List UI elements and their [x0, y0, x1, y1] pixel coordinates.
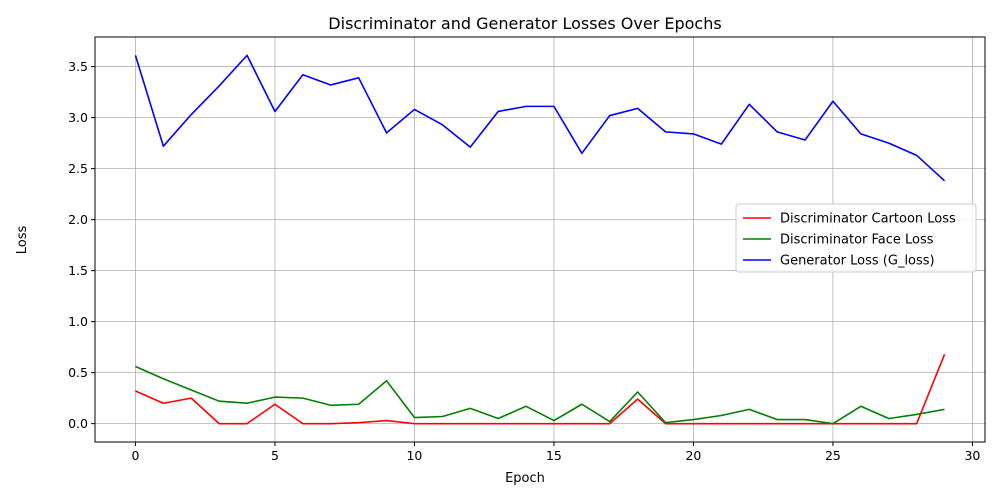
x-tick-label: 30: [964, 448, 980, 463]
series-line-0: [135, 353, 946, 425]
plot-frame: [94, 36, 986, 443]
y-tick-label: 1.5: [68, 263, 88, 278]
x-tick-label: 15: [546, 448, 562, 463]
y-tick-label: 2.0: [68, 212, 88, 227]
legend: Discriminator Cartoon Loss Discriminator …: [735, 203, 977, 273]
y-tick-label: 0.5: [68, 365, 88, 380]
x-axis: 0 5 10 15 20 25 30: [131, 442, 980, 463]
legend-box: [735, 203, 977, 273]
x-tick-label: 5: [271, 448, 279, 463]
legend-label: Generator Loss (G_loss): [780, 254, 935, 269]
x-tick-label: 0: [131, 448, 139, 463]
y-tick-label: 0.0: [68, 416, 88, 431]
y-tick-label: 2.5: [68, 161, 88, 176]
series-line-2: [134, 54, 946, 182]
x-axis-label: Epoch: [505, 471, 545, 486]
legend-label: Discriminator Cartoon Loss: [780, 212, 956, 227]
y-tick-label: 3.5: [68, 59, 88, 74]
x-tick-label: 25: [825, 448, 841, 463]
x-tick-label: 10: [406, 448, 422, 463]
series-line-1: [135, 365, 945, 425]
y-tick-label: 3.0: [68, 110, 88, 125]
chart-title: Discriminator and Generator Losses Over …: [328, 14, 721, 33]
y-axis: 0.0 0.5 1.0 1.5 2.0 2.5 3.0 3.5: [68, 59, 95, 431]
legend-label: Discriminator Face Loss: [780, 233, 934, 248]
y-tick-label: 1.0: [68, 314, 88, 329]
y-axis-label: Loss: [15, 226, 30, 255]
x-tick-label: 20: [685, 448, 701, 463]
series-lines: [134, 54, 946, 425]
